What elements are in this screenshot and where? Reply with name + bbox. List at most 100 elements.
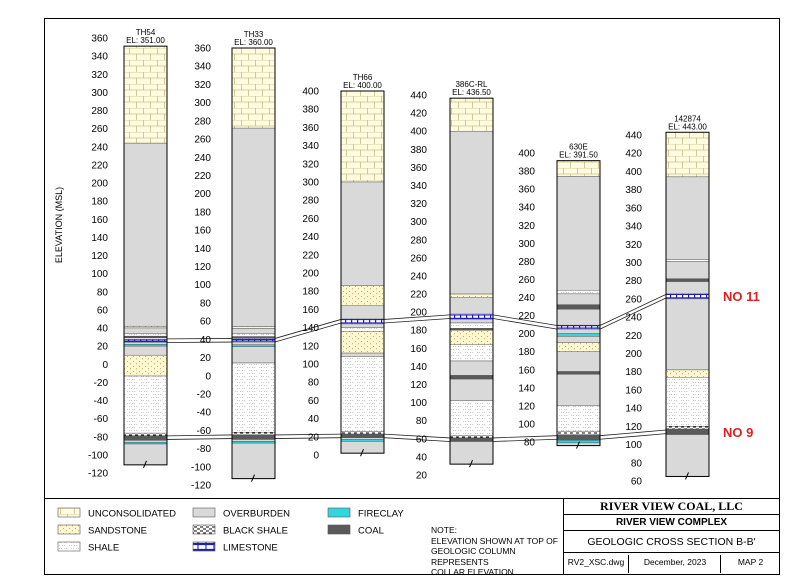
- tick-label: 80: [631, 458, 643, 469]
- tick-label: -120: [191, 481, 211, 492]
- layer-overburden: [123, 142, 168, 327]
- borehole-TH66: 4003803603403203002802602402202001801601…: [302, 73, 385, 462]
- tick-label: 120: [518, 401, 535, 412]
- seam-line: [166, 429, 667, 439]
- tick-label: 400: [518, 149, 535, 160]
- layer-shale: [231, 362, 276, 433]
- tick-label: 360: [302, 123, 319, 134]
- tick-label: 380: [410, 145, 427, 156]
- layer-fireclay: [123, 441, 168, 445]
- tick-label: 280: [625, 276, 642, 287]
- layer-overburden: [665, 176, 710, 260]
- layer-shale: [449, 400, 494, 436]
- layer-limestone: [666, 293, 709, 299]
- layer-overburden: [231, 442, 276, 479]
- layer-shale: [556, 290, 601, 295]
- legend-swatch: [327, 524, 351, 535]
- layer-sandstone: [449, 293, 494, 298]
- legend-item-black-shale: BLACK SHALE: [192, 524, 288, 537]
- drawing-date: December, 2023: [630, 555, 721, 573]
- file-name: RV2_XSC.dwg: [564, 555, 629, 573]
- layer-coal: [449, 437, 494, 442]
- legend-swatch: [57, 507, 81, 518]
- layer-limestone: [232, 338, 275, 343]
- tick-label: 440: [410, 91, 427, 102]
- seam-label-no-9: NO 9: [723, 425, 753, 440]
- tick-label: 320: [302, 159, 319, 170]
- borehole-outline: [556, 160, 601, 447]
- layer-unconsolidated: [556, 160, 601, 177]
- tick-label: 160: [518, 365, 535, 376]
- layer-overburden: [231, 328, 276, 335]
- layer-coal: [665, 428, 710, 435]
- total-depth-mark: [685, 472, 689, 480]
- tick-label: 40: [97, 324, 109, 335]
- layer-overburden: [123, 345, 168, 356]
- tick-label: 360: [518, 185, 535, 196]
- tick-label: 180: [410, 326, 427, 337]
- layer-coal: [340, 433, 385, 438]
- tick-label: 380: [518, 167, 535, 178]
- tick-label: 80: [416, 416, 428, 427]
- tick-label: 20: [416, 471, 428, 482]
- layer-shale: [340, 356, 385, 432]
- tick-label: 340: [518, 203, 535, 214]
- tick-label: -20: [197, 389, 212, 400]
- layer-fireclay: [340, 439, 385, 442]
- tick-label: 80: [524, 438, 536, 449]
- legend-item-shale: SHALE: [57, 541, 119, 554]
- tick-label: 320: [194, 80, 211, 91]
- tick-label: 40: [416, 452, 428, 463]
- collar-elevation: EL: 436.50: [452, 88, 491, 97]
- tick-label: -120: [88, 469, 108, 480]
- tick-label: 360: [194, 44, 211, 55]
- tick-label: 340: [194, 62, 211, 73]
- tick-label: 300: [302, 178, 319, 189]
- tick-label: 360: [625, 203, 642, 214]
- tick-label: 400: [625, 167, 642, 178]
- layer-overburden: [340, 323, 385, 328]
- legend-label: UNCONSOLIDATED: [88, 509, 176, 520]
- total-depth-mark: [143, 460, 147, 469]
- layer-black-shale: [665, 426, 710, 430]
- layer-coal: [449, 375, 494, 380]
- tick-label: 0: [102, 360, 108, 371]
- tick-label: 380: [302, 105, 319, 116]
- tick-label: 180: [194, 207, 211, 218]
- layer-black-shale: [556, 430, 601, 435]
- borehole-TH33: 3603403203002802602402202001801601401201…: [191, 30, 276, 492]
- layer-unconsolidated: [231, 47, 276, 129]
- legend-swatch: [192, 524, 216, 535]
- legend-swatch: [192, 541, 216, 552]
- borehole-386C-RL: 440 420 400 380 360 340 320 300 280 260 240 220 200 1…: [410, 80, 494, 482]
- layer-coal: [231, 434, 276, 440]
- legend-label: COAL: [358, 526, 384, 537]
- tick-label: 20: [97, 342, 109, 353]
- legend-item-coal: COAL: [327, 524, 384, 537]
- tick-label: 280: [302, 196, 319, 207]
- legend-item-fireclay: FIRECLAY: [327, 507, 404, 520]
- tick-label: 200: [91, 179, 108, 190]
- tick-label: 280: [410, 235, 427, 246]
- tick-label: 200: [625, 349, 642, 360]
- tick-label: 140: [91, 233, 108, 244]
- tick-label: 100: [410, 398, 427, 409]
- tick-label: 320: [625, 240, 642, 251]
- legend-label: SANDSTONE: [88, 526, 147, 537]
- layer-overburden: [231, 127, 276, 327]
- project-name: RIVER VIEW COMPLEX: [564, 515, 779, 531]
- tick-label: 320: [91, 70, 108, 81]
- layer-limestone: [341, 318, 384, 324]
- tick-label: 240: [410, 271, 427, 282]
- seam-label-no-11: NO 11: [723, 289, 760, 304]
- layer-fireclay: [231, 344, 276, 347]
- layer-overburden: [665, 281, 710, 294]
- layer-overburden: [449, 441, 494, 465]
- company-name: RIVER VIEW COAL, LLC: [564, 499, 779, 515]
- tick-label: 280: [91, 106, 108, 117]
- tick-label: 100: [518, 419, 535, 430]
- layer-fireclay: [123, 344, 168, 347]
- layer-coal: [231, 336, 276, 339]
- layer-overburden: [449, 319, 494, 324]
- legend-item-overburden: OVERBURDEN: [192, 507, 290, 520]
